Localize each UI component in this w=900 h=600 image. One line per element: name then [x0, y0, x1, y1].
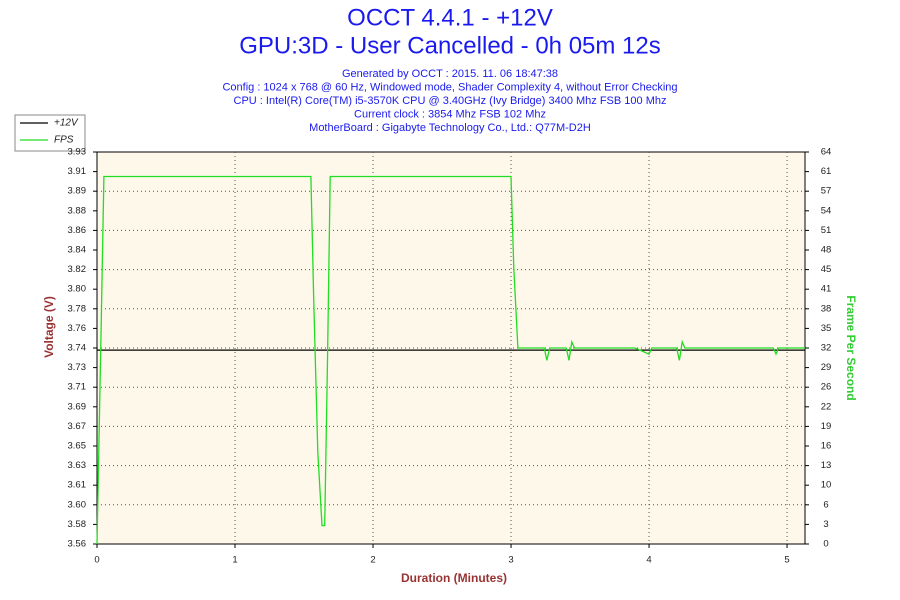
x-tick-label: 1 [232, 555, 237, 566]
y2-tick-label: 61 [821, 166, 832, 177]
chart-title: OCCT 4.4.1 - +12V [347, 4, 553, 31]
y-tick-label: 3.91 [68, 166, 87, 177]
y-tick-label: 3.61 [68, 480, 87, 491]
y-tick-label: 3.56 [68, 539, 87, 550]
y2-tick-label: 10 [821, 480, 832, 491]
x-tick-label: 3 [508, 555, 513, 566]
y-tick-label: 3.58 [68, 519, 87, 530]
x-tick-label: 2 [370, 555, 375, 566]
y2-tick-label: 38 [821, 303, 832, 314]
y2-tick-label: 13 [821, 460, 832, 471]
y-axis-label: Voltage (V) [42, 296, 56, 358]
y2-tick-label: 41 [821, 284, 832, 295]
y2-tick-label: 48 [821, 245, 832, 256]
y-tick-label: 3.80 [68, 284, 87, 295]
y-tick-label: 3.71 [68, 382, 87, 393]
info-line: Config : 1024 x 768 @ 60 Hz, Windowed mo… [222, 81, 677, 93]
y2-axis-label: Frame Per Second [844, 295, 858, 400]
y2-tick-label: 6 [823, 499, 828, 510]
y2-tick-label: 45 [821, 264, 832, 275]
y2-tick-label: 32 [821, 343, 832, 354]
y-tick-label: 3.73 [68, 362, 87, 373]
y2-tick-label: 29 [821, 362, 832, 373]
y-tick-label: 3.74 [68, 343, 87, 354]
y-tick-label: 3.69 [68, 401, 87, 412]
legend-label: FPS [54, 135, 74, 146]
y2-tick-label: 26 [821, 382, 832, 393]
y-tick-label: 3.60 [68, 499, 87, 510]
y-tick-label: 3.67 [68, 421, 87, 432]
y2-tick-label: 0 [823, 539, 828, 550]
x-tick-label: 0 [94, 555, 99, 566]
y-tick-label: 3.93 [68, 147, 87, 158]
y2-tick-label: 64 [821, 147, 832, 158]
y2-tick-label: 22 [821, 401, 832, 412]
y-tick-label: 3.63 [68, 460, 87, 471]
info-line: MotherBoard : Gigabyte Technology Co., L… [309, 122, 591, 134]
x-tick-label: 4 [646, 555, 651, 566]
series-line [96, 175, 805, 545]
info-line: Current clock : 3854 Mhz FSB 102 Mhz [354, 108, 546, 120]
y2-tick-label: 35 [821, 323, 832, 334]
y-tick-label: 3.89 [68, 186, 87, 197]
y2-tick-label: 57 [821, 186, 832, 197]
legend-box [14, 114, 86, 152]
y-tick-label: 3.76 [68, 323, 87, 334]
info-line: CPU : Intel(R) Core(TM) i5-3570K CPU @ 3… [234, 95, 667, 107]
y-tick-label: 3.88 [68, 205, 87, 216]
y2-tick-label: 51 [821, 225, 832, 236]
y-tick-label: 3.86 [68, 225, 87, 236]
y-tick-label: 3.78 [68, 303, 87, 314]
y2-tick-label: 16 [821, 441, 832, 452]
info-line: Generated by OCCT : 2015. 11. 06 18:47:3… [342, 68, 558, 80]
y-tick-label: 3.65 [68, 441, 87, 452]
legend-label: +12V [54, 118, 79, 129]
chart-subtitle: GPU:3D - User Cancelled - 0h 05m 12s [239, 32, 661, 59]
x-axis-label: Duration (Minutes) [401, 571, 507, 585]
y2-tick-label: 54 [821, 205, 832, 216]
y2-tick-label: 19 [821, 421, 832, 432]
x-tick-label: 5 [784, 555, 789, 566]
y-tick-label: 3.84 [68, 245, 87, 256]
y-tick-label: 3.82 [68, 264, 87, 275]
y2-tick-label: 3 [823, 519, 828, 530]
